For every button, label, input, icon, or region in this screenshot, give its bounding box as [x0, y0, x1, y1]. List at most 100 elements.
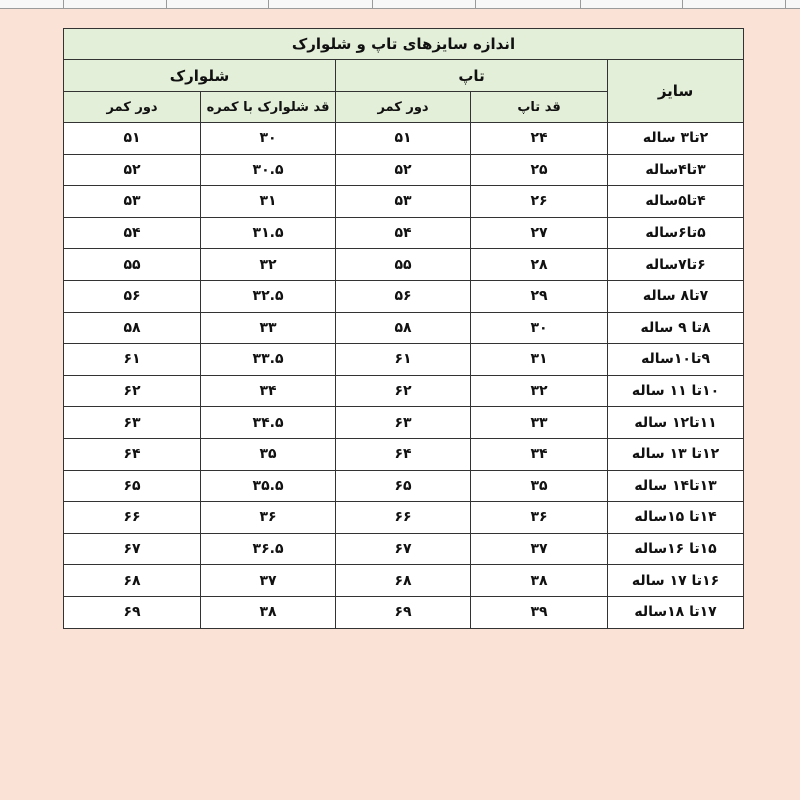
top-waist-cell: ۵۱ — [335, 122, 472, 155]
top-waist-cell: ۶۶ — [335, 501, 472, 534]
top-length-cell: ۳۶ — [470, 501, 609, 534]
size-cell: ۱۴تا ۱۵ساله — [607, 501, 745, 534]
table-row: ۱۶تا ۱۷ ساله ۳۸ ۶۸ ۳۷ ۶۸ — [62, 564, 745, 597]
table-row: ۱۰تا ۱۱ ساله ۳۲ ۶۲ ۳۴ ۶۲ — [62, 374, 745, 408]
top-waist-cell: ۵۲ — [335, 153, 472, 187]
shorts-waist-cell: ۶۳ — [62, 406, 202, 439]
top-length-cell: ۲۷ — [470, 216, 609, 250]
top-length-cell: ۲۴ — [470, 122, 609, 155]
size-cell: ۴تا۵ساله — [607, 185, 745, 218]
table-row: ۱۳تا۱۴ ساله ۳۵ ۶۵ ۳۵.۵ ۶۵ — [62, 469, 745, 503]
shorts-waist-header: دور کمر — [62, 91, 202, 123]
table-row: ۱۷تا ۱۸ساله ۳۹ ۶۹ ۳۸ ۶۹ — [62, 595, 745, 629]
size-cell: ۱۵تا ۱۶ساله — [607, 532, 745, 566]
shorts-length-cell: ۳۱ — [200, 185, 337, 218]
table-row: ۴تا۵ساله ۲۶ ۵۳ ۳۱ ۵۳ — [62, 185, 745, 218]
top-length-cell: ۳۴ — [470, 437, 609, 471]
table-row: ۶تا۷ساله ۲۸ ۵۵ ۳۲ ۵۵ — [62, 248, 745, 281]
top-waist-cell: ۶۷ — [335, 532, 472, 566]
shorts-length-header: قد شلوارک با کمره — [200, 91, 337, 123]
shorts-waist-cell: ۶۹ — [62, 595, 202, 629]
top-waist-cell: ۵۴ — [335, 216, 472, 250]
size-cell: ۷تا۸ ساله — [607, 279, 745, 313]
table-row: ۳تا۴ساله ۲۵ ۵۲ ۳۰.۵ ۵۲ — [62, 153, 745, 187]
size-cell: ۱۶تا ۱۷ ساله — [607, 564, 745, 597]
size-cell: ۳تا۴ساله — [607, 153, 745, 187]
shorts-length-cell: ۳۱.۵ — [200, 216, 337, 250]
size-cell: ۱۷تا ۱۸ساله — [607, 595, 745, 629]
top-waist-cell: ۶۴ — [335, 437, 472, 471]
top-group-header: تاپ — [335, 59, 609, 92]
shorts-waist-cell: ۵۵ — [62, 248, 202, 281]
shorts-length-cell: ۳۷ — [200, 564, 337, 597]
top-waist-cell: ۶۸ — [335, 564, 472, 597]
top-waist-cell: ۶۲ — [335, 374, 472, 408]
top-waist-cell: ۵۵ — [335, 248, 472, 281]
size-cell: ۱۰تا ۱۱ ساله — [607, 374, 745, 408]
table-row: ۱۵تا ۱۶ساله ۳۷ ۶۷ ۳۶.۵ ۶۷ — [62, 532, 745, 566]
shorts-waist-cell: ۵۴ — [62, 216, 202, 250]
shorts-length-cell: ۳۵.۵ — [200, 469, 337, 503]
top-length-cell: ۳۳ — [470, 406, 609, 439]
top-length-cell: ۳۷ — [470, 532, 609, 566]
top-length-cell: ۲۶ — [470, 185, 609, 218]
size-cell: ۹تا۱۰ساله — [607, 343, 745, 376]
shorts-waist-cell: ۵۱ — [62, 122, 202, 155]
table-row: ۵تا۶ساله ۲۷ ۵۴ ۳۱.۵ ۵۴ — [62, 216, 745, 250]
size-cell: ۶تا۷ساله — [607, 248, 745, 281]
top-length-cell: ۲۵ — [470, 153, 609, 187]
shorts-length-cell: ۳۲ — [200, 248, 337, 281]
shorts-length-cell: ۳۲.۵ — [200, 279, 337, 313]
shorts-waist-cell: ۶۱ — [62, 343, 202, 376]
shorts-length-cell: ۳۶ — [200, 501, 337, 534]
shorts-group-header: شلوارک — [62, 59, 337, 92]
shorts-length-cell: ۳۴.۵ — [200, 406, 337, 439]
shorts-length-cell: ۳۰ — [200, 122, 337, 155]
size-cell: ۵تا۶ساله — [607, 216, 745, 250]
top-length-cell: ۳۵ — [470, 469, 609, 503]
table-row: ۱۴تا ۱۵ساله ۳۶ ۶۶ ۳۶ ۶۶ — [62, 501, 745, 534]
size-cell: ۸تا ۹ ساله — [607, 311, 745, 345]
shorts-length-cell: ۳۰.۵ — [200, 153, 337, 187]
table-row: ۷تا۸ ساله ۲۹ ۵۶ ۳۲.۵ ۵۶ — [62, 279, 745, 313]
shorts-length-cell: ۳۶.۵ — [200, 532, 337, 566]
spreadsheet-gridlines — [0, 0, 800, 9]
shorts-waist-cell: ۵۳ — [62, 185, 202, 218]
top-length-cell: ۳۲ — [470, 374, 609, 408]
top-length-cell: ۲۹ — [470, 279, 609, 313]
top-waist-cell: ۶۵ — [335, 469, 472, 503]
size-header: سایز — [607, 59, 745, 123]
shorts-waist-cell: ۶۲ — [62, 374, 202, 408]
top-length-cell: ۳۰ — [470, 311, 609, 345]
top-waist-cell: ۵۸ — [335, 311, 472, 345]
table-row: ۹تا۱۰ساله ۳۱ ۶۱ ۳۳.۵ ۶۱ — [62, 343, 745, 376]
size-cell: ۱۲تا ۱۳ ساله — [607, 437, 745, 471]
shorts-length-cell: ۳۳.۵ — [200, 343, 337, 376]
shorts-waist-cell: ۵۸ — [62, 311, 202, 345]
top-waist-cell: ۶۱ — [335, 343, 472, 376]
shorts-waist-cell: ۶۷ — [62, 532, 202, 566]
size-cell: ۲تا۳ ساله — [607, 122, 745, 155]
shorts-waist-cell: ۶۸ — [62, 564, 202, 597]
top-waist-cell: ۶۹ — [335, 595, 472, 629]
top-length-header: قد تاپ — [470, 91, 609, 123]
shorts-waist-cell: ۵۶ — [62, 279, 202, 313]
shorts-length-cell: ۳۸ — [200, 595, 337, 629]
size-chart-table: اندازه سایزهای تاپ و شلوارک سایز تاپ شلو… — [62, 28, 745, 629]
table-row: ۱۱تا۱۲ ساله ۳۳ ۶۳ ۳۴.۵ ۶۳ — [62, 406, 745, 439]
size-cell: ۱۳تا۱۴ ساله — [607, 469, 745, 503]
top-length-cell: ۳۸ — [470, 564, 609, 597]
shorts-waist-cell: ۶۵ — [62, 469, 202, 503]
shorts-length-cell: ۳۵ — [200, 437, 337, 471]
top-waist-cell: ۶۳ — [335, 406, 472, 439]
shorts-waist-cell: ۵۲ — [62, 153, 202, 187]
table-row: ۸تا ۹ ساله ۳۰ ۵۸ ۳۳ ۵۸ — [62, 311, 745, 345]
top-length-cell: ۳۹ — [470, 595, 609, 629]
shorts-length-cell: ۳۴ — [200, 374, 337, 408]
table-title: اندازه سایزهای تاپ و شلوارک — [62, 28, 745, 60]
table-row: ۱۲تا ۱۳ ساله ۳۴ ۶۴ ۳۵ ۶۴ — [62, 437, 745, 471]
top-waist-cell: ۵۳ — [335, 185, 472, 218]
table-row: ۲تا۳ ساله ۲۴ ۵۱ ۳۰ ۵۱ — [62, 122, 745, 155]
shorts-waist-cell: ۶۶ — [62, 501, 202, 534]
shorts-length-cell: ۳۳ — [200, 311, 337, 345]
